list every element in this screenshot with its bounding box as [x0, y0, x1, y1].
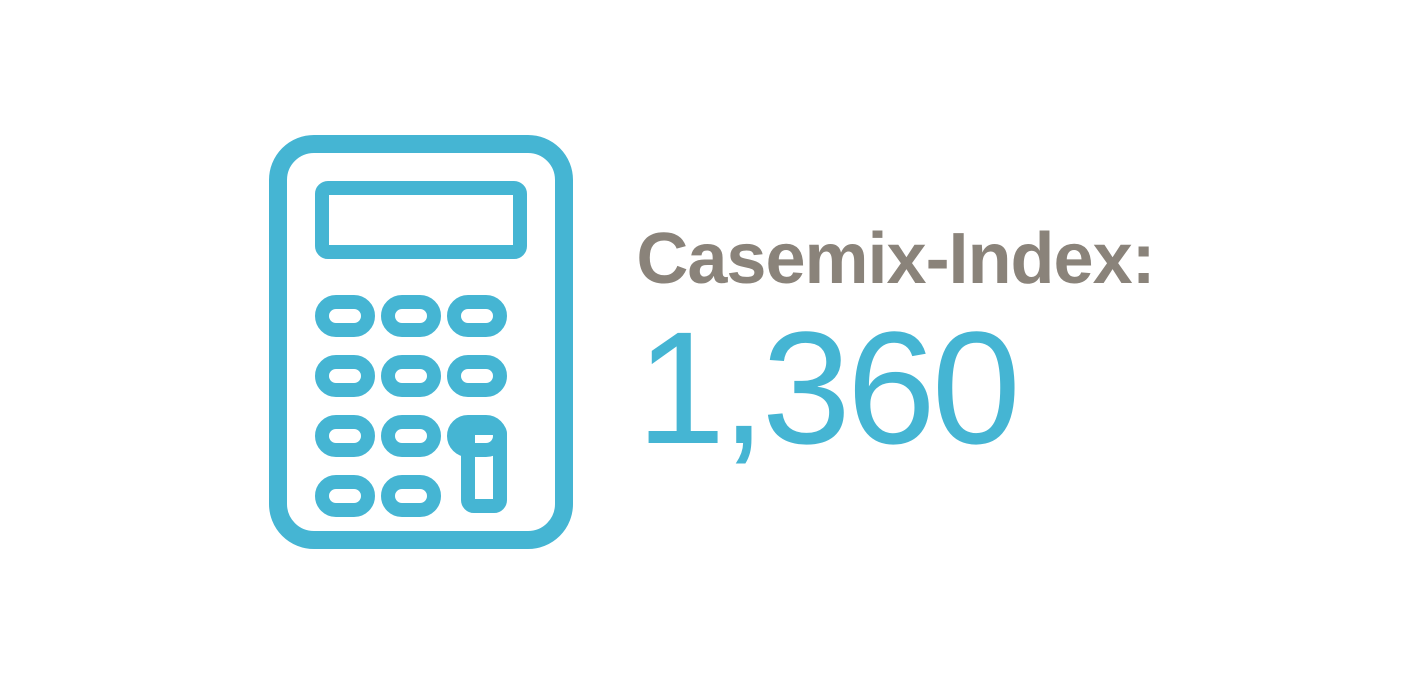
calculator-svg — [266, 132, 576, 552]
stat-tile: Casemix-Index: 1,360 — [0, 0, 1421, 688]
calculator-icon — [266, 132, 576, 557]
stat-text: Casemix-Index: 1,360 — [636, 220, 1154, 467]
stat-label: Casemix-Index: — [636, 220, 1154, 299]
stat-value: 1,360 — [636, 308, 1154, 468]
